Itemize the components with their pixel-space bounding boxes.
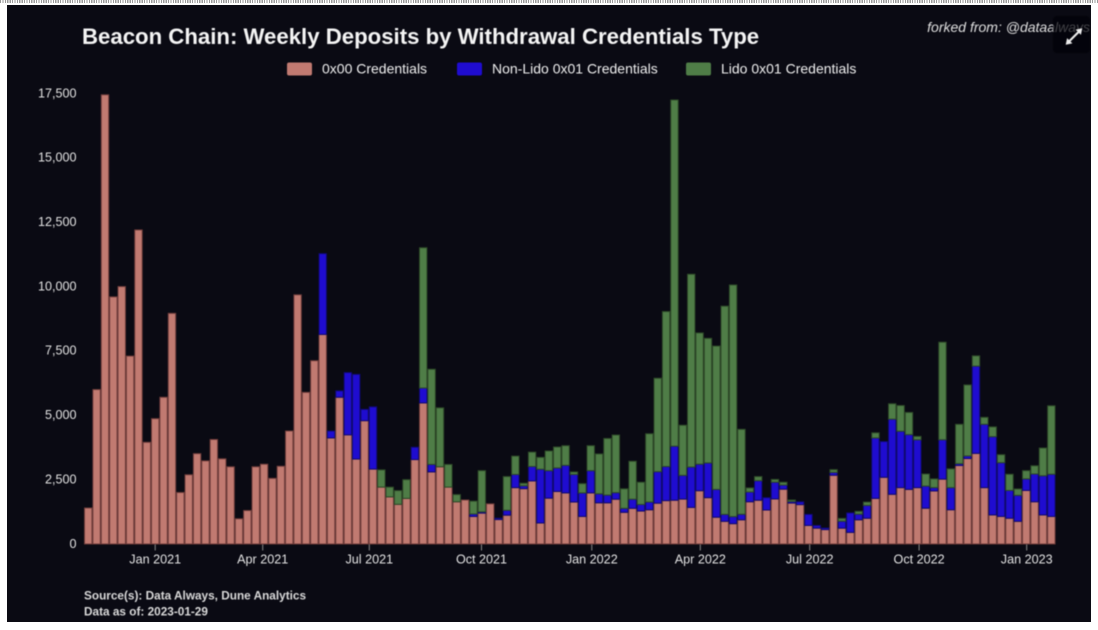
svg-text:Non-Lido 0x01 Credentials: Non-Lido 0x01 Credentials bbox=[492, 61, 658, 77]
svg-text:2,500: 2,500 bbox=[45, 472, 77, 486]
svg-text:Apr 2021: Apr 2021 bbox=[237, 553, 288, 567]
svg-text:0x00 Credentials: 0x00 Credentials bbox=[322, 61, 427, 77]
svg-text:15,000: 15,000 bbox=[38, 151, 77, 165]
svg-text:Source(s): Data Always, Dune A: Source(s): Data Always, Dune Analytics bbox=[84, 589, 306, 603]
svg-text:5,000: 5,000 bbox=[45, 408, 77, 422]
svg-text:0: 0 bbox=[69, 537, 76, 551]
svg-text:12,500: 12,500 bbox=[38, 215, 77, 229]
svg-text:Oct 2021: Oct 2021 bbox=[456, 553, 507, 567]
svg-text:Apr 2022: Apr 2022 bbox=[675, 553, 726, 567]
svg-text:Beacon Chain: Weekly Deposits: Beacon Chain: Weekly Deposits by Withdra… bbox=[82, 24, 759, 49]
svg-text:17,500: 17,500 bbox=[38, 86, 77, 100]
svg-text:Jul 2022: Jul 2022 bbox=[786, 553, 834, 567]
svg-text:Jan 2022: Jan 2022 bbox=[566, 553, 618, 567]
svg-text:Jan 2021: Jan 2021 bbox=[129, 553, 181, 567]
svg-text:Oct 2022: Oct 2022 bbox=[894, 553, 945, 567]
svg-text:Jan 2023: Jan 2023 bbox=[1001, 553, 1053, 567]
svg-text:7,500: 7,500 bbox=[45, 344, 77, 358]
svg-text:10,000: 10,000 bbox=[38, 279, 77, 293]
svg-text:Data as of: 2023-01-29: Data as of: 2023-01-29 bbox=[84, 605, 208, 619]
svg-text:forked from: @dataalways: forked from: @dataalways bbox=[927, 19, 1090, 35]
svg-text:Jul 2021: Jul 2021 bbox=[345, 553, 393, 567]
svg-text:Lido 0x01 Credentials: Lido 0x01 Credentials bbox=[721, 61, 856, 77]
